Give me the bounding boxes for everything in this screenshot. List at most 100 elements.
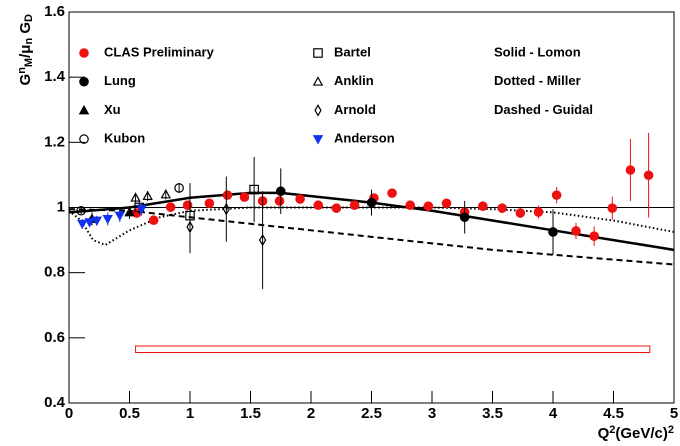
marker xyxy=(102,214,113,225)
annotation: Dotted - Miller xyxy=(494,73,581,88)
marker xyxy=(130,192,141,202)
marker xyxy=(84,218,95,228)
marker xyxy=(124,206,135,217)
marker xyxy=(423,201,434,211)
x-axis-title-part: 2 xyxy=(609,424,615,436)
y-axis-title-part: G xyxy=(17,22,34,38)
legend-marker xyxy=(312,135,324,145)
marker xyxy=(174,183,184,193)
x-tick-label: 1 xyxy=(186,405,194,422)
marker xyxy=(331,203,342,213)
marker xyxy=(142,190,153,201)
marker xyxy=(405,200,416,211)
marker xyxy=(607,203,618,213)
y-tick-label: 1.4 xyxy=(44,68,66,85)
marker xyxy=(459,212,470,223)
marker xyxy=(249,184,259,195)
legend-label: Anklin xyxy=(334,73,374,88)
x-tick-label: 0 xyxy=(65,405,73,422)
marker xyxy=(204,198,215,209)
legend-marker xyxy=(78,104,90,115)
marker xyxy=(239,192,250,202)
systematic-band xyxy=(135,345,651,353)
marker xyxy=(165,202,176,212)
x-axis-title-part: 2 xyxy=(668,424,674,436)
legend-marker xyxy=(314,104,322,117)
model-curve xyxy=(68,191,675,252)
x-tick-label: 4.5 xyxy=(603,405,624,422)
marker xyxy=(77,219,88,230)
legend-label: Arnold xyxy=(334,102,376,117)
annotation: Solid - Lomon xyxy=(494,44,581,59)
legend-label: Kubon xyxy=(104,131,145,146)
legend-marker xyxy=(79,48,89,58)
model-curve xyxy=(68,208,675,266)
legend-marker xyxy=(79,76,89,87)
x-axis-title: Q2(GeV/c)2 xyxy=(598,424,674,442)
marker xyxy=(625,165,636,175)
x-tick-label: 3.5 xyxy=(482,405,503,422)
marker xyxy=(571,226,581,236)
y-tick-label: 1.6 xyxy=(44,3,65,20)
y-axis-title-part: G xyxy=(17,74,34,86)
marker xyxy=(186,220,194,234)
legend-label: Anderson xyxy=(334,131,395,146)
marker xyxy=(533,207,544,217)
y-axis-title: GnM/μn GD xyxy=(16,14,36,86)
marker xyxy=(643,170,654,181)
marker xyxy=(589,231,599,241)
x-axis-title-part: (GeV/c) xyxy=(615,425,668,442)
marker xyxy=(497,203,507,213)
legend-marker xyxy=(313,48,323,58)
marker xyxy=(136,205,147,215)
marker xyxy=(387,188,397,198)
marker xyxy=(478,201,488,211)
marker xyxy=(91,216,103,226)
marker xyxy=(160,189,172,199)
y-tick-label: 1 xyxy=(57,198,65,215)
legend-label: Lung xyxy=(104,73,136,88)
legend-marker xyxy=(79,134,89,144)
y-tick-label: 0.8 xyxy=(44,264,65,281)
x-tick-label: 4 xyxy=(549,405,558,422)
x-tick-label: 1.5 xyxy=(240,405,261,422)
x-tick-label: 5 xyxy=(670,405,678,422)
marker xyxy=(76,205,86,216)
marker xyxy=(114,211,126,222)
marker xyxy=(441,198,452,209)
marker xyxy=(148,215,159,226)
x-tick-label: 2.5 xyxy=(361,405,382,422)
marker xyxy=(222,202,230,216)
y-axis-title-part: n xyxy=(23,38,35,45)
marker xyxy=(275,186,286,197)
y-axis-title-part: D xyxy=(23,14,35,22)
x-axis-title-part: Q xyxy=(598,425,610,442)
annotation: Dashed - Guidal xyxy=(494,102,593,117)
y-axis-title-part: /μ xyxy=(17,45,34,58)
y-axis-title-part: n xyxy=(16,67,28,74)
marker xyxy=(551,190,562,200)
marker xyxy=(366,197,377,208)
marker xyxy=(515,208,526,218)
marker xyxy=(295,194,305,204)
legend-label: Xu xyxy=(104,102,121,117)
legend-label: CLAS Preliminary xyxy=(104,44,215,59)
model-curve xyxy=(68,206,675,247)
y-tick-label: 1.2 xyxy=(44,133,65,150)
x-tick-label: 0.5 xyxy=(119,405,140,422)
y-tick-label: 0.6 xyxy=(44,329,65,346)
y-axis-title-part: M xyxy=(23,58,35,67)
marker xyxy=(222,190,233,200)
y-tick-label: 0.4 xyxy=(44,394,66,411)
x-tick-label: 3 xyxy=(428,405,436,422)
marker xyxy=(182,200,193,211)
legend-label: Bartel xyxy=(334,44,371,59)
marker xyxy=(313,200,324,211)
x-tick-label: 2 xyxy=(307,405,315,422)
marker xyxy=(258,233,267,247)
marker xyxy=(274,196,285,206)
marker xyxy=(349,200,360,211)
legend-marker xyxy=(312,76,324,86)
